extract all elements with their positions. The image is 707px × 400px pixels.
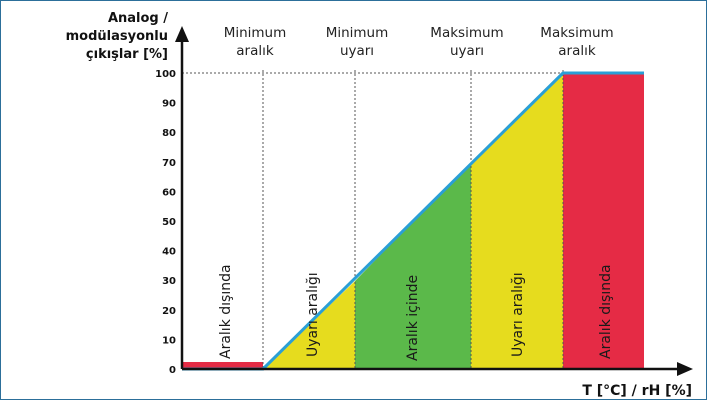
y-tick-label: 60 <box>162 187 176 198</box>
zone-label-warning-right: Uyarı aralığı <box>510 272 526 357</box>
y-tick-label: 70 <box>162 158 176 169</box>
zone-warning-right <box>471 73 563 369</box>
y-tick-label: 100 <box>155 69 176 80</box>
header-min-warning-line-1: Minimum <box>326 25 389 41</box>
y-tick-label: 50 <box>162 217 176 228</box>
y-axis-title-line-2: modülasyonlu <box>66 29 168 44</box>
y-axis-title-line-3: çıkışlar [%] <box>86 47 168 62</box>
y-tick-labels: 0 10 20 30 40 50 60 70 80 90 100 <box>155 69 176 376</box>
zone-label-out-of-range-left: Aralık dışında <box>218 264 234 359</box>
y-tick-label: 20 <box>162 306 176 317</box>
header-max-warning-line-2: uyarı <box>450 43 484 59</box>
zone-label-out-of-range-right: Aralık dışında <box>598 264 614 359</box>
y-tick-label: 0 <box>169 365 176 376</box>
zone-out-of-range-right <box>563 73 644 369</box>
header-min-warning-line-2: uyarı <box>340 43 374 59</box>
zone-label-in-range: Aralık içinde <box>405 275 421 361</box>
y-tick-label: 40 <box>162 247 176 258</box>
y-tick-label: 90 <box>162 99 176 110</box>
y-tick-label: 10 <box>162 335 176 346</box>
header-min-range-line-2: aralık <box>236 43 274 59</box>
header-max-warning-line-1: Maksimum <box>430 25 503 41</box>
header-max-range-line-1: Maksimum <box>540 25 613 41</box>
x-axis-arrow <box>677 362 693 376</box>
y-axis-title-line-1: Analog / <box>108 11 168 26</box>
y-axis-arrow <box>175 26 189 42</box>
y-tick-label: 30 <box>162 276 176 287</box>
zone-out-of-range-left <box>182 362 263 369</box>
header-min-range-line-1: Minimum <box>224 25 287 41</box>
zone-label-warning-left: Uyarı aralığı <box>305 272 321 357</box>
header-max-range-line-2: aralık <box>558 43 596 59</box>
y-tick-label: 80 <box>162 128 176 139</box>
x-axis-title: T [°C] / rH [%] <box>582 383 692 399</box>
zone-in-range <box>355 162 471 369</box>
